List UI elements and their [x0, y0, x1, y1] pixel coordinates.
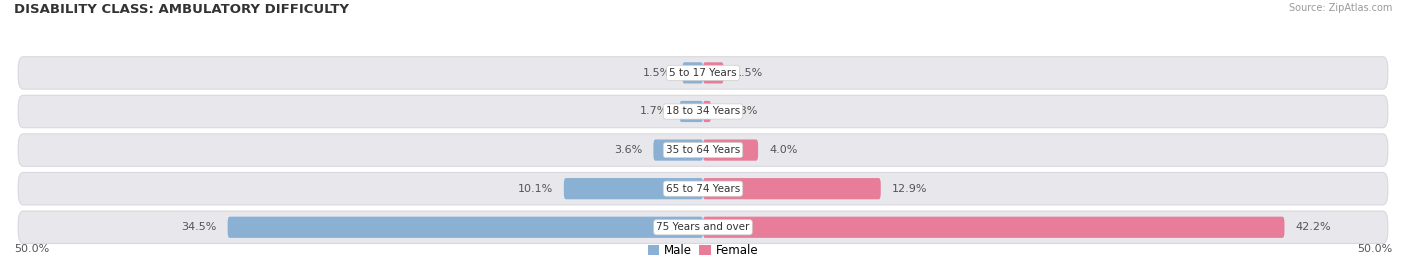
Text: 10.1%: 10.1%: [517, 184, 553, 194]
FancyBboxPatch shape: [703, 139, 758, 161]
Text: 18 to 34 Years: 18 to 34 Years: [666, 106, 740, 117]
Text: 1.5%: 1.5%: [643, 68, 671, 78]
Text: 1.5%: 1.5%: [735, 68, 763, 78]
Text: 12.9%: 12.9%: [891, 184, 928, 194]
Text: 1.7%: 1.7%: [640, 106, 669, 117]
Text: 5 to 17 Years: 5 to 17 Years: [669, 68, 737, 78]
Text: 65 to 74 Years: 65 to 74 Years: [666, 184, 740, 194]
FancyBboxPatch shape: [703, 62, 724, 84]
Text: 34.5%: 34.5%: [181, 222, 217, 232]
FancyBboxPatch shape: [18, 57, 1388, 89]
Text: 0.58%: 0.58%: [723, 106, 758, 117]
Text: DISABILITY CLASS: AMBULATORY DIFFICULTY: DISABILITY CLASS: AMBULATORY DIFFICULTY: [14, 3, 349, 16]
Text: 35 to 64 Years: 35 to 64 Years: [666, 145, 740, 155]
FancyBboxPatch shape: [703, 178, 880, 199]
FancyBboxPatch shape: [682, 62, 703, 84]
FancyBboxPatch shape: [654, 139, 703, 161]
Text: 50.0%: 50.0%: [14, 244, 49, 254]
Text: Source: ZipAtlas.com: Source: ZipAtlas.com: [1288, 3, 1392, 13]
Text: 50.0%: 50.0%: [1357, 244, 1392, 254]
FancyBboxPatch shape: [18, 134, 1388, 166]
Text: 3.6%: 3.6%: [614, 145, 643, 155]
FancyBboxPatch shape: [703, 101, 711, 122]
FancyBboxPatch shape: [228, 217, 703, 238]
FancyBboxPatch shape: [564, 178, 703, 199]
FancyBboxPatch shape: [18, 95, 1388, 128]
Text: 75 Years and over: 75 Years and over: [657, 222, 749, 232]
FancyBboxPatch shape: [703, 217, 1285, 238]
FancyBboxPatch shape: [679, 101, 703, 122]
Text: 42.2%: 42.2%: [1295, 222, 1331, 232]
Text: 4.0%: 4.0%: [769, 145, 797, 155]
FancyBboxPatch shape: [18, 211, 1388, 243]
Legend: Male, Female: Male, Female: [643, 240, 763, 262]
FancyBboxPatch shape: [18, 173, 1388, 205]
